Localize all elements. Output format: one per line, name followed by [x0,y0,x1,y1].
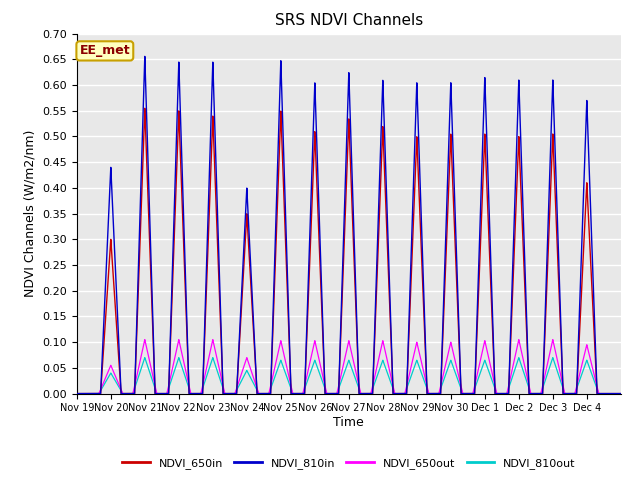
Title: SRS NDVI Channels: SRS NDVI Channels [275,13,423,28]
X-axis label: Time: Time [333,416,364,429]
Y-axis label: NDVI Channels (W/m2/nm): NDVI Channels (W/m2/nm) [24,130,36,297]
Legend: NDVI_650in, NDVI_810in, NDVI_650out, NDVI_810out: NDVI_650in, NDVI_810in, NDVI_650out, NDV… [118,453,580,473]
Text: EE_met: EE_met [79,44,130,58]
